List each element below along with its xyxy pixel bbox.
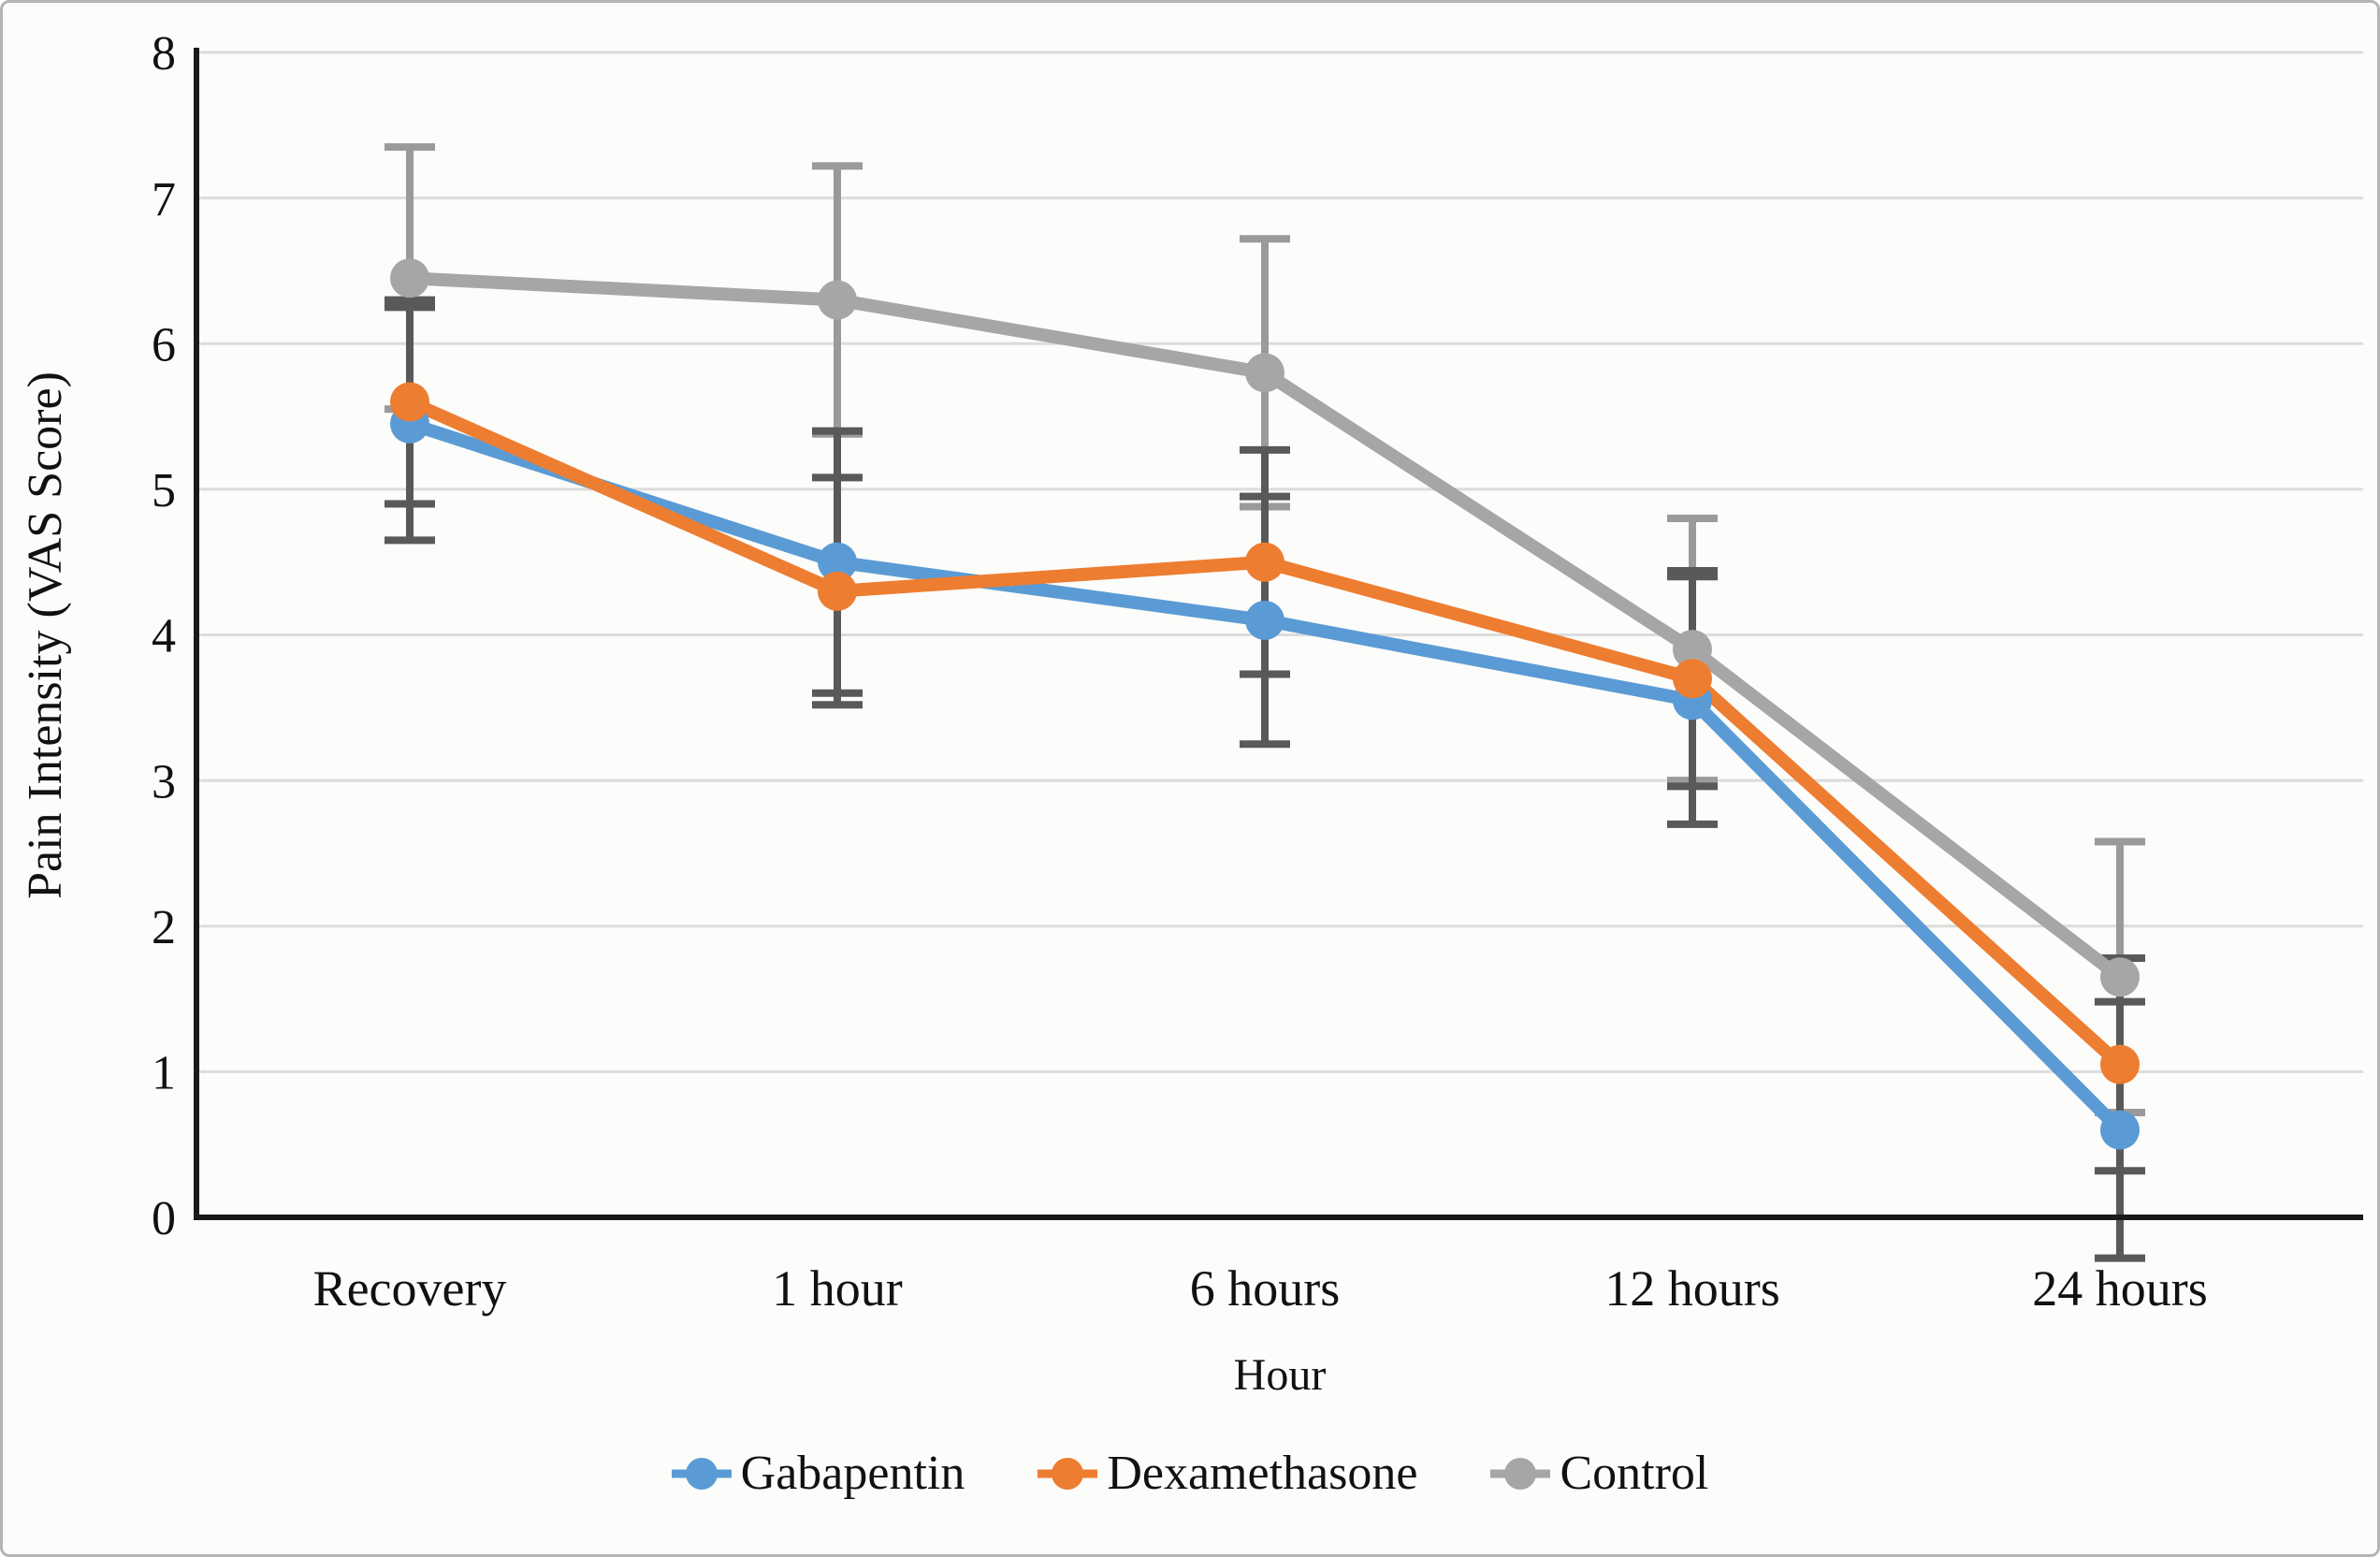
x-tick-label: 24 hours: [2032, 1260, 2208, 1317]
x-tick-label: 6 hours: [1190, 1260, 1341, 1317]
legend-marker-icon: [671, 1458, 732, 1490]
legend-label: Control: [1560, 1447, 1709, 1500]
series-markers: [390, 258, 2140, 1150]
legend-marker-icon: [1490, 1458, 1551, 1490]
y-tick-label: 3: [152, 755, 176, 808]
x-axis-tick-labels: Recovery 1 hour 6 hours 12 hours 24 hours: [313, 1260, 2208, 1317]
y-tick-label: 7: [152, 173, 176, 226]
markers-control: [390, 258, 2140, 997]
x-tick-label: 12 hours: [1604, 1260, 1780, 1317]
legend-item-control: Control: [1490, 1449, 1708, 1498]
error-bars: [385, 143, 2145, 1262]
line-chart: 0 1 2 3 4 5 6 7 8 Recovery 1 hour 6 hours 12 hours 2…: [19, 27, 2363, 1400]
legend-label: Gabapentin: [740, 1447, 965, 1500]
markers-dexamethasone: [390, 382, 2140, 1084]
axes: [194, 48, 2363, 1220]
legend-item-dexamethasone: Dexamethasone: [1038, 1449, 1417, 1498]
y-tick-label: 0: [152, 1192, 176, 1245]
y-tick-label: 2: [152, 901, 176, 954]
y-axis-title: Pain Intensity (VAS Score): [19, 371, 72, 899]
y-tick-label: 5: [152, 464, 176, 517]
x-axis-title: Hour: [1234, 1350, 1327, 1400]
legend-label: Dexamethasone: [1107, 1447, 1418, 1500]
y-tick-label: 4: [152, 610, 176, 663]
legend-marker-icon: [1038, 1458, 1098, 1490]
legend: Gabapentin Dexamethasone Control: [3, 1449, 2377, 1498]
y-tick-label: 1: [152, 1047, 176, 1100]
x-tick-label: Recovery: [313, 1260, 507, 1317]
gridlines: [196, 51, 2363, 1073]
y-tick-label: 8: [152, 27, 176, 80]
y-tick-label: 6: [152, 318, 176, 371]
x-tick-label: 1 hour: [772, 1260, 903, 1317]
legend-item-gabapentin: Gabapentin: [671, 1447, 965, 1500]
y-axis-tick-labels: 0 1 2 3 4 5 6 7 8: [152, 27, 176, 1245]
